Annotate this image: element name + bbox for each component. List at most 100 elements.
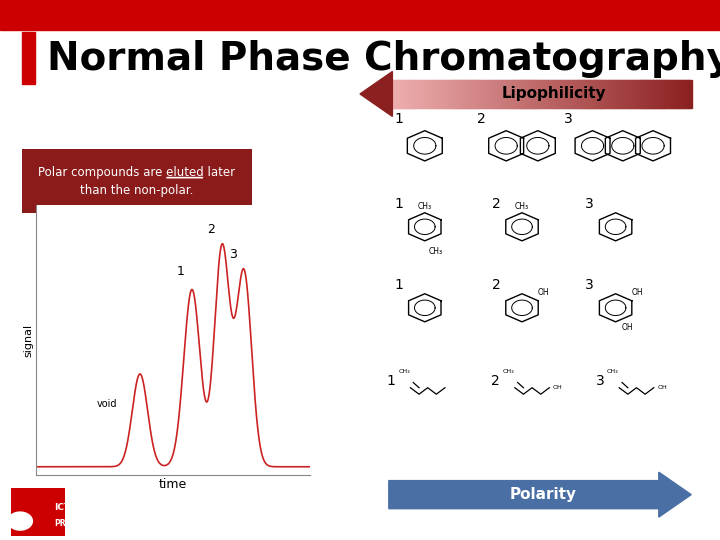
Bar bbox=[534, 80, 536, 108]
Bar bbox=[613, 80, 615, 108]
Text: OH: OH bbox=[538, 288, 549, 297]
Bar bbox=[507, 80, 509, 108]
Bar bbox=[647, 80, 649, 108]
Bar bbox=[426, 80, 429, 108]
Bar bbox=[522, 80, 524, 108]
Bar bbox=[504, 80, 506, 108]
Bar bbox=[464, 80, 467, 108]
Bar bbox=[457, 80, 459, 108]
Bar bbox=[675, 80, 677, 108]
Bar bbox=[466, 80, 468, 108]
Bar bbox=[554, 80, 556, 108]
Text: 1: 1 bbox=[395, 278, 403, 292]
Bar bbox=[657, 80, 659, 108]
Bar bbox=[616, 80, 618, 108]
Bar bbox=[500, 80, 503, 108]
Bar bbox=[511, 80, 513, 108]
Bar bbox=[523, 80, 526, 108]
Bar bbox=[610, 80, 612, 108]
Bar bbox=[420, 80, 423, 108]
Bar bbox=[561, 80, 563, 108]
Bar bbox=[481, 80, 483, 108]
Bar bbox=[425, 80, 428, 108]
Bar bbox=[662, 80, 665, 108]
Text: CH₃: CH₃ bbox=[515, 201, 529, 211]
Bar bbox=[444, 80, 446, 108]
Bar bbox=[684, 80, 686, 108]
Bar bbox=[585, 80, 588, 108]
Bar bbox=[477, 80, 479, 108]
Text: CH₃: CH₃ bbox=[607, 369, 618, 374]
Bar bbox=[469, 80, 471, 108]
Bar bbox=[596, 80, 598, 108]
Bar bbox=[396, 80, 399, 108]
Text: 2: 2 bbox=[477, 112, 486, 126]
Bar bbox=[624, 80, 626, 108]
Bar bbox=[552, 80, 554, 108]
Bar bbox=[513, 80, 515, 108]
Bar bbox=[516, 80, 518, 108]
Bar bbox=[392, 80, 394, 108]
Bar bbox=[499, 80, 501, 108]
Bar bbox=[581, 80, 583, 108]
Bar bbox=[503, 80, 505, 108]
Bar bbox=[606, 80, 609, 108]
Bar bbox=[389, 80, 391, 108]
Bar bbox=[539, 80, 541, 108]
Bar bbox=[510, 80, 512, 108]
Bar bbox=[576, 80, 579, 108]
Bar bbox=[467, 80, 469, 108]
Bar bbox=[390, 80, 392, 108]
Bar bbox=[580, 80, 582, 108]
Bar bbox=[634, 80, 636, 108]
Bar bbox=[531, 80, 533, 108]
Bar bbox=[428, 80, 431, 108]
Text: 3: 3 bbox=[585, 278, 594, 292]
Bar bbox=[496, 80, 498, 108]
Bar bbox=[577, 80, 580, 108]
Bar bbox=[587, 80, 589, 108]
Bar bbox=[665, 80, 667, 108]
Bar bbox=[526, 80, 528, 108]
Text: PRAGUE: PRAGUE bbox=[54, 519, 89, 528]
Bar bbox=[402, 80, 405, 108]
Bar bbox=[404, 80, 406, 108]
Bar bbox=[688, 80, 690, 108]
Bar bbox=[672, 80, 674, 108]
Bar bbox=[448, 80, 450, 108]
Text: ICT: ICT bbox=[54, 503, 71, 512]
Bar bbox=[650, 80, 652, 108]
Bar bbox=[485, 80, 488, 108]
Text: CH₃: CH₃ bbox=[503, 369, 514, 374]
Bar bbox=[415, 80, 417, 108]
X-axis label: time: time bbox=[158, 478, 187, 491]
Bar bbox=[436, 80, 438, 108]
Bar bbox=[654, 80, 656, 108]
Bar bbox=[588, 80, 590, 108]
Text: 3: 3 bbox=[229, 248, 237, 261]
Text: 3: 3 bbox=[585, 197, 594, 211]
Bar bbox=[575, 80, 577, 108]
Text: OH: OH bbox=[631, 288, 643, 297]
Bar bbox=[646, 80, 648, 108]
Bar bbox=[514, 80, 516, 108]
Bar bbox=[422, 80, 424, 108]
Bar bbox=[410, 80, 412, 108]
Bar bbox=[599, 80, 601, 108]
Bar bbox=[676, 80, 678, 108]
Bar bbox=[398, 80, 400, 108]
Text: void: void bbox=[97, 399, 117, 409]
Bar bbox=[470, 80, 472, 108]
Bar bbox=[519, 80, 521, 108]
Bar bbox=[419, 80, 421, 108]
Circle shape bbox=[7, 511, 33, 531]
Bar bbox=[11, 488, 65, 536]
Bar bbox=[408, 80, 410, 108]
Bar bbox=[440, 80, 442, 108]
Bar bbox=[493, 80, 495, 108]
Bar bbox=[418, 80, 420, 108]
Bar bbox=[541, 80, 544, 108]
Bar bbox=[690, 80, 692, 108]
Bar bbox=[570, 80, 572, 108]
Bar bbox=[400, 80, 402, 108]
